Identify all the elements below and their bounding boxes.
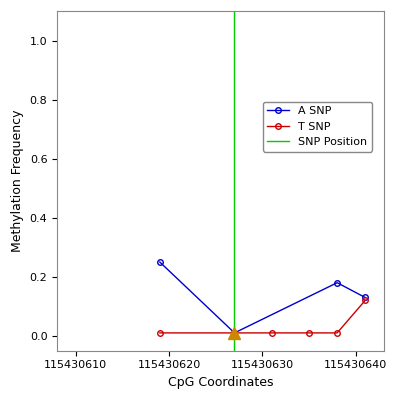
Y-axis label: Methylation Frequency: Methylation Frequency xyxy=(11,110,24,252)
Legend: A SNP, T SNP, SNP Position: A SNP, T SNP, SNP Position xyxy=(263,102,372,152)
X-axis label: CpG Coordinates: CpG Coordinates xyxy=(168,376,273,389)
